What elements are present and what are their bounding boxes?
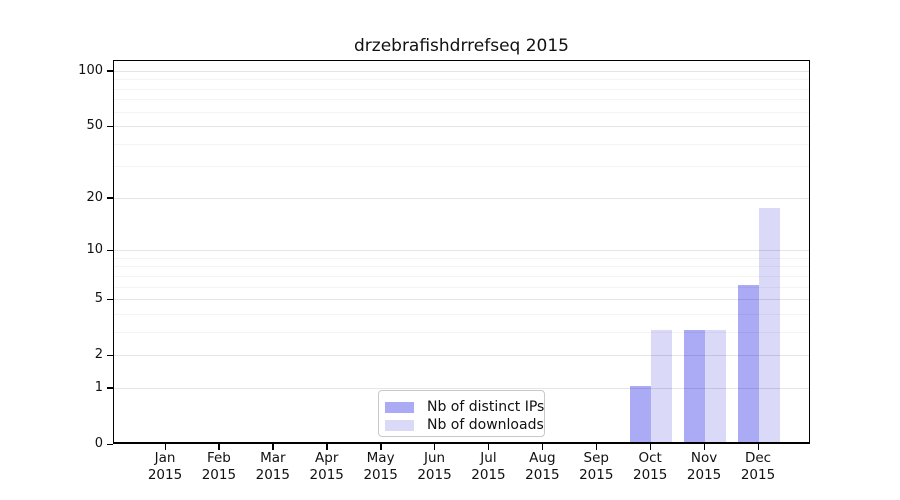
- y-tick-label: 0: [94, 436, 103, 451]
- minor-gridline: [114, 79, 809, 81]
- minor-gridline: [114, 166, 809, 168]
- minor-gridline: [114, 257, 809, 259]
- x-tick-label: May 2015: [363, 450, 398, 483]
- minor-gridline: [114, 286, 809, 288]
- y-tick-label: 10: [86, 242, 103, 258]
- minor-gridline: [114, 88, 809, 90]
- gridline: [114, 250, 809, 252]
- legend: Nb of distinct IPs Nb of downloads: [378, 390, 545, 437]
- x-tick-mark: [380, 444, 382, 450]
- x-tick-mark: [595, 444, 598, 450]
- chart-title: drzebrafishdrrefseq 2015: [353, 36, 569, 56]
- bar-downloads: [651, 329, 673, 442]
- bar-distinct-ips: [738, 284, 759, 442]
- gridline: [114, 70, 809, 72]
- y-tick-label: 5: [94, 291, 103, 307]
- gridline: [114, 299, 809, 301]
- bar-downloads: [705, 329, 727, 442]
- x-tick-label: Jun 2015: [417, 450, 452, 483]
- y-tick-mark: [107, 125, 113, 127]
- x-tick-label: Nov 2015: [686, 450, 722, 483]
- minor-gridline: [114, 111, 809, 113]
- x-tick-label: Oct 2015: [632, 450, 668, 483]
- x-tick-mark: [434, 444, 436, 450]
- legend-label-downloads: Nb of downloads: [427, 417, 544, 433]
- x-tick-mark: [703, 444, 705, 450]
- legend-item-downloads: Nb of downloads: [385, 416, 544, 434]
- x-tick-label: Jul 2015: [471, 450, 506, 483]
- y-tick-label: 50: [86, 118, 103, 134]
- minor-gridline: [114, 331, 809, 333]
- y-tick-mark: [107, 249, 113, 251]
- minor-gridline: [114, 99, 809, 101]
- x-tick-mark: [164, 444, 166, 450]
- x-tick-mark: [487, 444, 490, 450]
- x-tick-label: Aug 2015: [525, 450, 560, 483]
- x-tick-label: Jan 2015: [147, 450, 183, 483]
- y-tick-mark: [107, 387, 113, 389]
- x-tick-mark: [757, 444, 759, 450]
- legend-swatch-distinct-ips: [385, 401, 414, 413]
- x-tick-label: Apr 2015: [309, 450, 344, 483]
- minor-gridline: [114, 266, 809, 268]
- x-tick-label: Sep 2015: [579, 450, 614, 483]
- x-tick-label: Feb 2015: [201, 450, 237, 483]
- x-tick-mark: [272, 444, 274, 450]
- y-tick-mark: [107, 354, 113, 357]
- y-tick-label: 20: [86, 189, 103, 205]
- y-tick-mark: [107, 298, 113, 300]
- minor-gridline: [114, 143, 809, 145]
- x-tick-mark: [541, 444, 544, 450]
- bar-downloads: [759, 208, 780, 442]
- plot-area: [113, 60, 810, 444]
- y-tick-label: 2: [94, 347, 103, 363]
- gridline: [114, 197, 809, 199]
- legend-swatch-downloads: [385, 419, 414, 431]
- y-tick-label: 1: [94, 379, 103, 395]
- y-tick-mark: [107, 70, 113, 72]
- gridline: [114, 355, 809, 357]
- x-tick-label: Dec 2015: [740, 450, 776, 483]
- y-tick-mark: [107, 197, 113, 199]
- minor-gridline: [114, 275, 809, 277]
- x-tick-mark: [218, 444, 220, 450]
- legend-item-distinct-ips: Nb of distinct IPs: [385, 398, 544, 416]
- minor-gridline: [114, 313, 809, 315]
- x-tick-mark: [326, 444, 328, 450]
- gridline: [114, 387, 809, 389]
- bar-distinct-ips: [630, 385, 652, 442]
- gridline: [114, 126, 809, 128]
- x-tick-mark: [649, 444, 652, 450]
- legend-label-distinct-ips: Nb of distinct IPs: [427, 399, 545, 415]
- y-tick-mark: [107, 443, 113, 445]
- y-tick-label: 100: [78, 62, 103, 78]
- x-tick-label: Mar 2015: [255, 450, 290, 483]
- bar-distinct-ips: [684, 329, 706, 442]
